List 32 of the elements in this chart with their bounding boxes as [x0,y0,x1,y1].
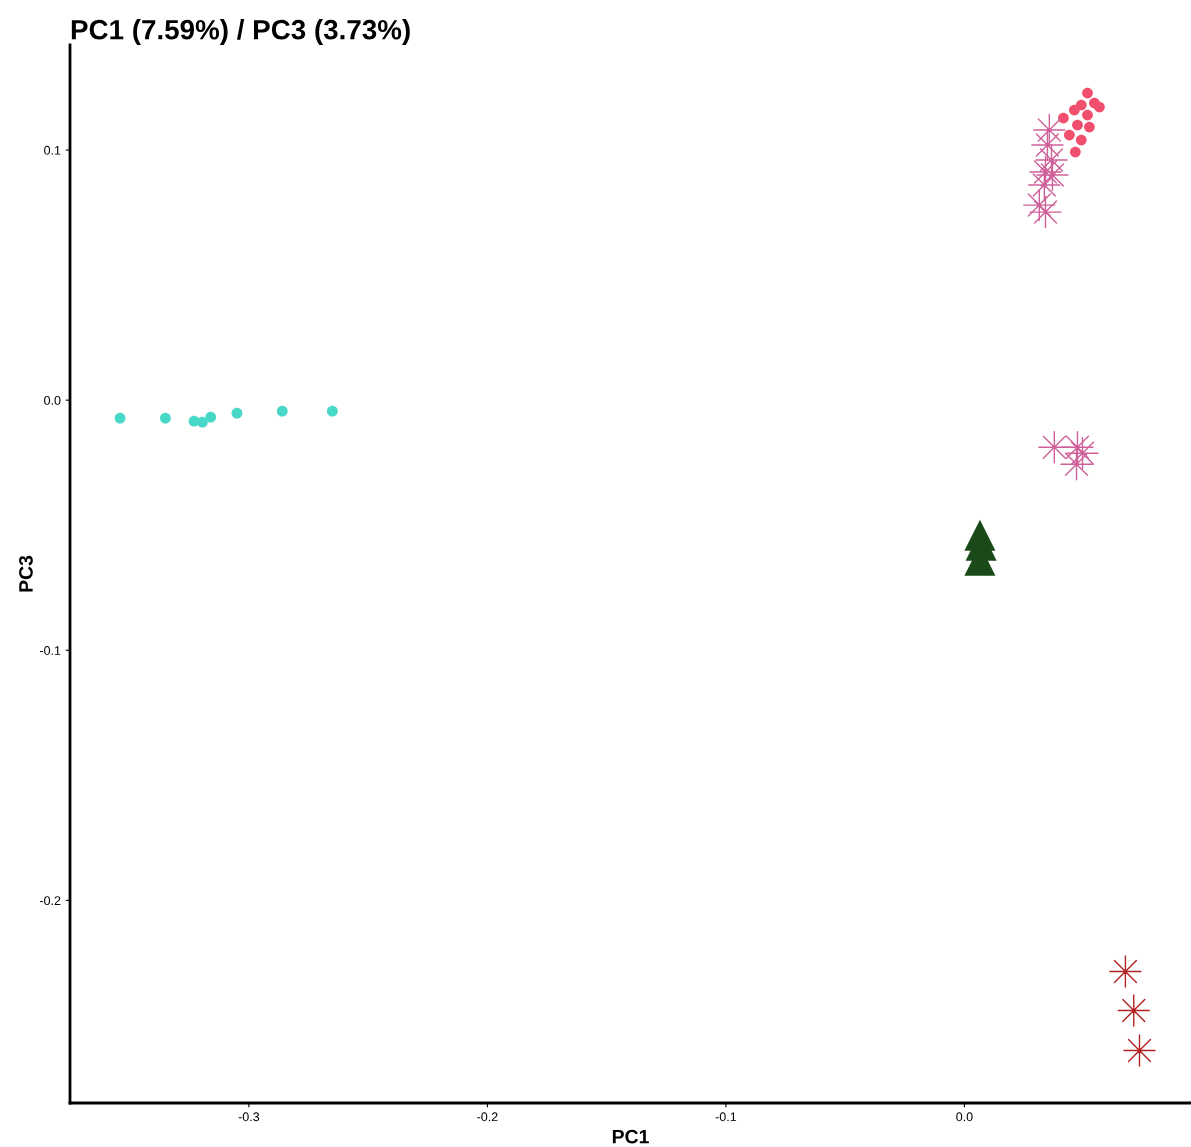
point [1031,128,1064,162]
x-tick-label: -0.3 [238,1112,260,1122]
point [1058,112,1069,124]
point [1068,104,1080,116]
point [1075,134,1087,146]
point [196,416,208,428]
point [1029,195,1062,229]
y-tick-label: -0.1 [39,646,61,655]
y-tick-label: 0.1 [44,145,61,155]
point [276,405,288,417]
point [1082,87,1093,99]
y-tick-label: -0.2 [39,896,61,906]
point [231,407,243,419]
x-tick-label: -0.2 [477,1112,498,1122]
point [160,412,171,424]
point [1082,109,1093,121]
point [1063,129,1075,141]
point [1072,119,1083,131]
y-axis-title: PC3 [19,555,33,592]
point [205,411,217,423]
point [1066,436,1099,470]
point [114,412,126,424]
point [326,405,338,417]
y-tick-label: 0.0 [44,395,61,405]
chart-title: PC1 (7.59%) / PC3 (3.73%) [71,19,410,45]
point [1094,101,1105,113]
point [1084,121,1095,133]
x-tick-label: 0.0 [956,1112,973,1122]
x-axis-title: PC1 [612,1129,649,1144]
point [1028,168,1061,202]
x-tick-label: -0.1 [715,1112,737,1122]
point [1069,146,1081,158]
